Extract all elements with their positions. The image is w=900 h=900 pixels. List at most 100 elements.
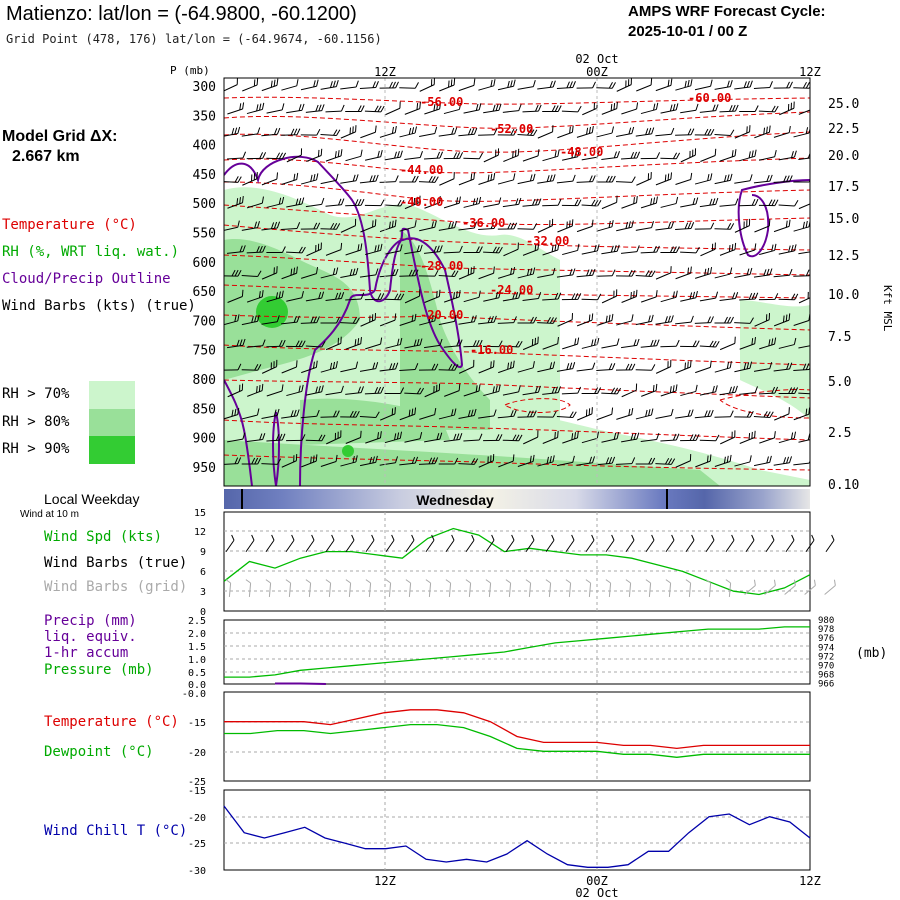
- wind-barb: [365, 243, 383, 256]
- wind-speed-line: [223, 527, 811, 596]
- wind-barb: [384, 199, 405, 207]
- wind-barb: [458, 78, 476, 92]
- wind-barb: [419, 220, 437, 232]
- wind-barb: [301, 360, 318, 374]
- wind-barb: [224, 363, 242, 371]
- wind-barb-true: [605, 534, 615, 553]
- wind-barb: [227, 432, 246, 443]
- wind-barb: [241, 314, 260, 326]
- wind-barb: [557, 125, 574, 139]
- wind-barb: [340, 317, 360, 324]
- wind-barb: [655, 359, 672, 374]
- wind-barb: [753, 81, 773, 90]
- wind-barb: [660, 103, 679, 114]
- wind-barb: [325, 198, 345, 207]
- wind-barb: [773, 175, 793, 183]
- wind-barb: [325, 242, 343, 256]
- wind-barb-true: [705, 534, 715, 553]
- pressure-axis-title: P (mb): [170, 64, 210, 77]
- pressure-tick: 350: [193, 109, 216, 124]
- wind-barb: [399, 313, 417, 326]
- cloud-outline: [224, 155, 810, 486]
- wind-barb: [281, 222, 301, 231]
- wind-barb: [463, 384, 481, 397]
- pressure-tick: 700: [193, 314, 216, 329]
- pressure-tick: 550: [193, 227, 216, 242]
- wind-barb-grid: [665, 579, 672, 598]
- wind-barb: [360, 219, 377, 233]
- wind-barb: [522, 242, 540, 256]
- wind-barb: [399, 363, 419, 372]
- wind-barb: [537, 410, 557, 418]
- wind-barb: [640, 433, 660, 442]
- wind-barb: [517, 267, 536, 279]
- wind-chill-label: Wind Chill T (°C): [44, 823, 188, 839]
- wind-barb: [675, 222, 695, 231]
- wind-barb: [739, 149, 757, 162]
- wind-barbs-true-label: Wind Barbs (true): [44, 555, 188, 571]
- windchill-line: [223, 805, 811, 868]
- wind-barb: [241, 270, 262, 278]
- pressure-tick: 800: [193, 373, 216, 388]
- wind-barb: [261, 408, 280, 420]
- wind-barb: [778, 150, 797, 161]
- wind-barb: [246, 433, 266, 442]
- temp-tick: -20: [188, 748, 206, 759]
- wind-barb: [714, 80, 733, 90]
- wind-barb: [758, 150, 777, 161]
- wind-barb: [680, 246, 700, 254]
- wind-barb: [286, 103, 305, 114]
- rh-80-swatch: [89, 409, 135, 436]
- wind-barb: [601, 432, 620, 443]
- wind-barb-true: [565, 534, 575, 553]
- wind-barb: [635, 314, 654, 326]
- height-tick: 12.5: [828, 249, 859, 264]
- wind-barb: [443, 245, 463, 254]
- wind-barb-true: [345, 534, 355, 553]
- precip-line: [275, 682, 326, 685]
- wind-barb: [345, 386, 364, 395]
- wind-barb-grid: [485, 579, 492, 598]
- wind-barb: [522, 198, 542, 207]
- pressure-unit-label: (mb): [856, 646, 887, 661]
- wind-barb: [246, 102, 265, 115]
- wind-barb: [596, 220, 614, 232]
- wind-barb: [517, 410, 537, 418]
- wind-barb-grid: [425, 579, 432, 598]
- wind-barb: [517, 173, 536, 185]
- wind-barb: [439, 78, 456, 92]
- wind-barb: [596, 82, 616, 89]
- wind-barb: [774, 407, 790, 421]
- wind-barb: [261, 127, 281, 137]
- wind-panel-gridlines: [224, 512, 810, 611]
- wind-barb: [227, 102, 245, 115]
- wind-barb: [286, 291, 304, 302]
- wind-barb: [458, 458, 479, 465]
- wind-barb: [694, 79, 713, 91]
- wind-barb: [655, 172, 673, 186]
- wind-barb: [557, 313, 574, 327]
- wind-barb: [384, 244, 403, 255]
- wind-barb: [227, 383, 244, 398]
- temp-label-m48: -48.00: [560, 145, 603, 159]
- precip-tick: 0.0: [188, 680, 206, 691]
- wind-barb: [655, 221, 675, 231]
- wind-barb: [694, 316, 714, 324]
- wind-barb: [542, 386, 561, 395]
- wind-barb: [483, 246, 503, 254]
- wind-barb: [418, 363, 439, 371]
- wind-barb: [300, 222, 321, 230]
- wind-barb: [463, 103, 482, 114]
- pressure-tick-right: 976: [818, 634, 834, 644]
- pressure-axis-ticks: 300 350 400 450 500 550 600 650 700 750 800 850 900 9…: [193, 80, 216, 476]
- wind-barb: [443, 102, 462, 115]
- wind-barb-grid: [545, 579, 552, 598]
- temp-label-m60: -60.00: [688, 91, 731, 105]
- wind-barb: [660, 196, 679, 208]
- wind-barb: [596, 269, 616, 277]
- wind-barb: [562, 431, 579, 444]
- wind-barb: [773, 268, 793, 278]
- wind-barb: [478, 172, 496, 185]
- wind-barb: [699, 104, 719, 113]
- height-axis-title: Kft MSL: [881, 285, 894, 332]
